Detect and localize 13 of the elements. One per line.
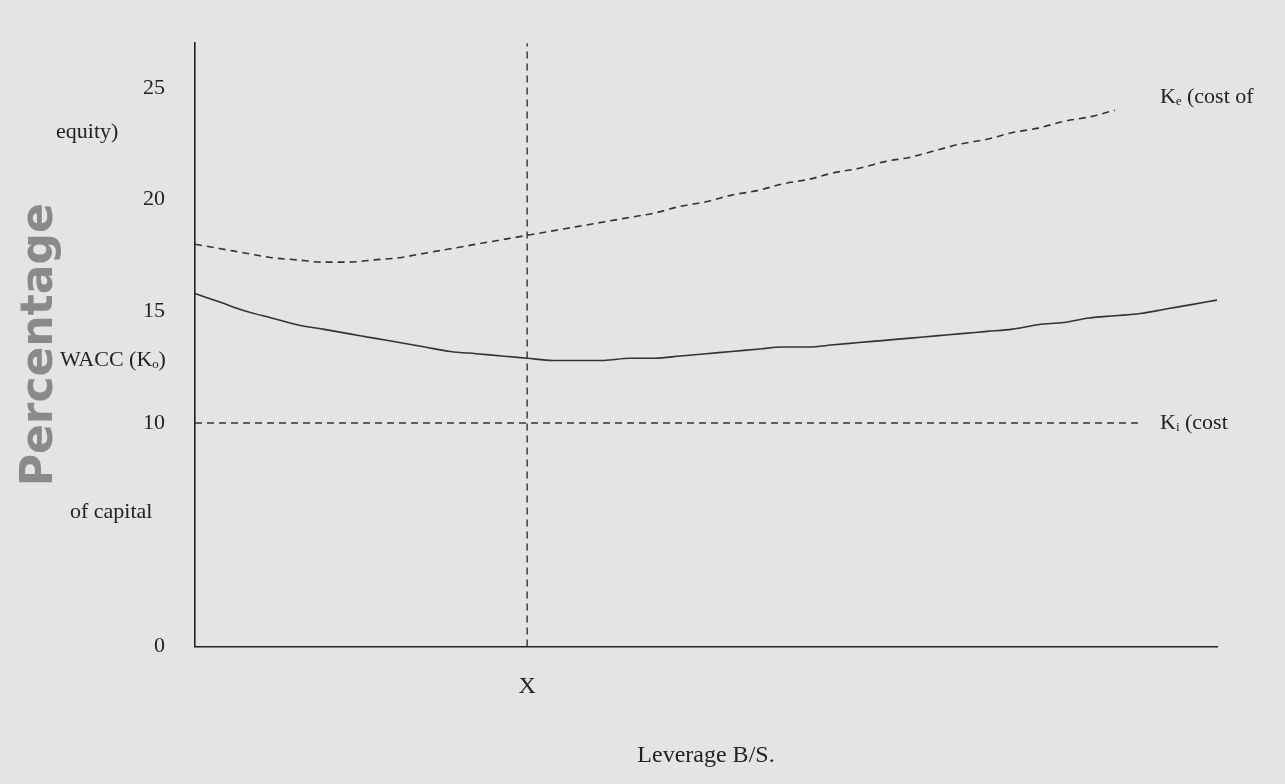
text: equity) <box>56 118 119 144</box>
y-tick-label: 0 <box>154 632 165 658</box>
y-axis-title: Percentage <box>10 203 62 487</box>
annotation: Kᵢ (cost <box>1160 408 1228 434</box>
y-tick-label: 15 <box>143 297 165 323</box>
y-tick-label: 25 <box>143 73 165 99</box>
annotation: Kₑ (cost of <box>1160 82 1255 108</box>
text: of capital <box>70 498 153 524</box>
x-axis-title: Leverage B/S. <box>637 740 775 767</box>
y-tick-label: 20 <box>143 185 165 211</box>
y-tick-label: 10 <box>143 408 165 434</box>
x-tick-label: X <box>518 672 536 699</box>
text: WACC (Kₒ) <box>60 346 166 372</box>
